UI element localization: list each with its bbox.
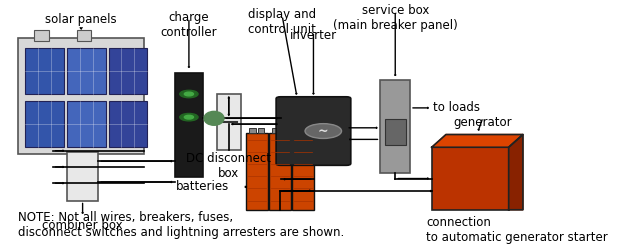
FancyBboxPatch shape xyxy=(246,133,268,210)
Text: charge
controller: charge controller xyxy=(161,11,217,39)
Text: combiner box: combiner box xyxy=(42,219,123,232)
FancyBboxPatch shape xyxy=(175,73,203,177)
Text: generator: generator xyxy=(454,116,512,129)
FancyBboxPatch shape xyxy=(34,30,49,41)
Text: connection
to automatic generator starter: connection to automatic generator starte… xyxy=(426,216,608,244)
FancyBboxPatch shape xyxy=(295,127,301,133)
Circle shape xyxy=(185,92,193,96)
FancyBboxPatch shape xyxy=(67,101,106,147)
FancyBboxPatch shape xyxy=(258,127,264,133)
Ellipse shape xyxy=(204,111,224,125)
FancyBboxPatch shape xyxy=(67,48,106,94)
FancyBboxPatch shape xyxy=(272,127,278,133)
Circle shape xyxy=(180,90,198,98)
Text: NOTE: Not all wires, breakers, fuses,
disconnect switches and lightning arrester: NOTE: Not all wires, breakers, fuses, di… xyxy=(18,211,345,239)
FancyBboxPatch shape xyxy=(217,94,241,150)
Text: batteries: batteries xyxy=(176,180,229,193)
Circle shape xyxy=(185,115,193,119)
FancyBboxPatch shape xyxy=(432,147,508,210)
FancyBboxPatch shape xyxy=(385,119,406,145)
Text: display and
control unit: display and control unit xyxy=(248,8,316,36)
Text: solar panels: solar panels xyxy=(45,13,117,26)
FancyBboxPatch shape xyxy=(281,127,287,133)
Text: service box
(main breaker panel): service box (main breaker panel) xyxy=(333,4,457,32)
FancyBboxPatch shape xyxy=(292,133,314,210)
FancyBboxPatch shape xyxy=(304,127,310,133)
Polygon shape xyxy=(508,134,523,210)
FancyBboxPatch shape xyxy=(269,133,291,210)
FancyBboxPatch shape xyxy=(67,152,98,201)
FancyBboxPatch shape xyxy=(108,101,147,147)
Text: to loads: to loads xyxy=(433,101,481,114)
FancyBboxPatch shape xyxy=(77,30,91,41)
FancyBboxPatch shape xyxy=(18,38,144,154)
FancyBboxPatch shape xyxy=(25,48,64,94)
Circle shape xyxy=(180,113,198,121)
Text: inverter: inverter xyxy=(290,29,337,42)
FancyBboxPatch shape xyxy=(381,80,410,173)
Circle shape xyxy=(305,124,341,138)
Text: DC disconnect
box: DC disconnect box xyxy=(186,152,272,180)
FancyBboxPatch shape xyxy=(249,127,256,133)
FancyBboxPatch shape xyxy=(108,48,147,94)
Text: ~: ~ xyxy=(318,124,329,138)
FancyBboxPatch shape xyxy=(25,101,64,147)
FancyBboxPatch shape xyxy=(276,97,351,165)
Polygon shape xyxy=(432,134,523,147)
